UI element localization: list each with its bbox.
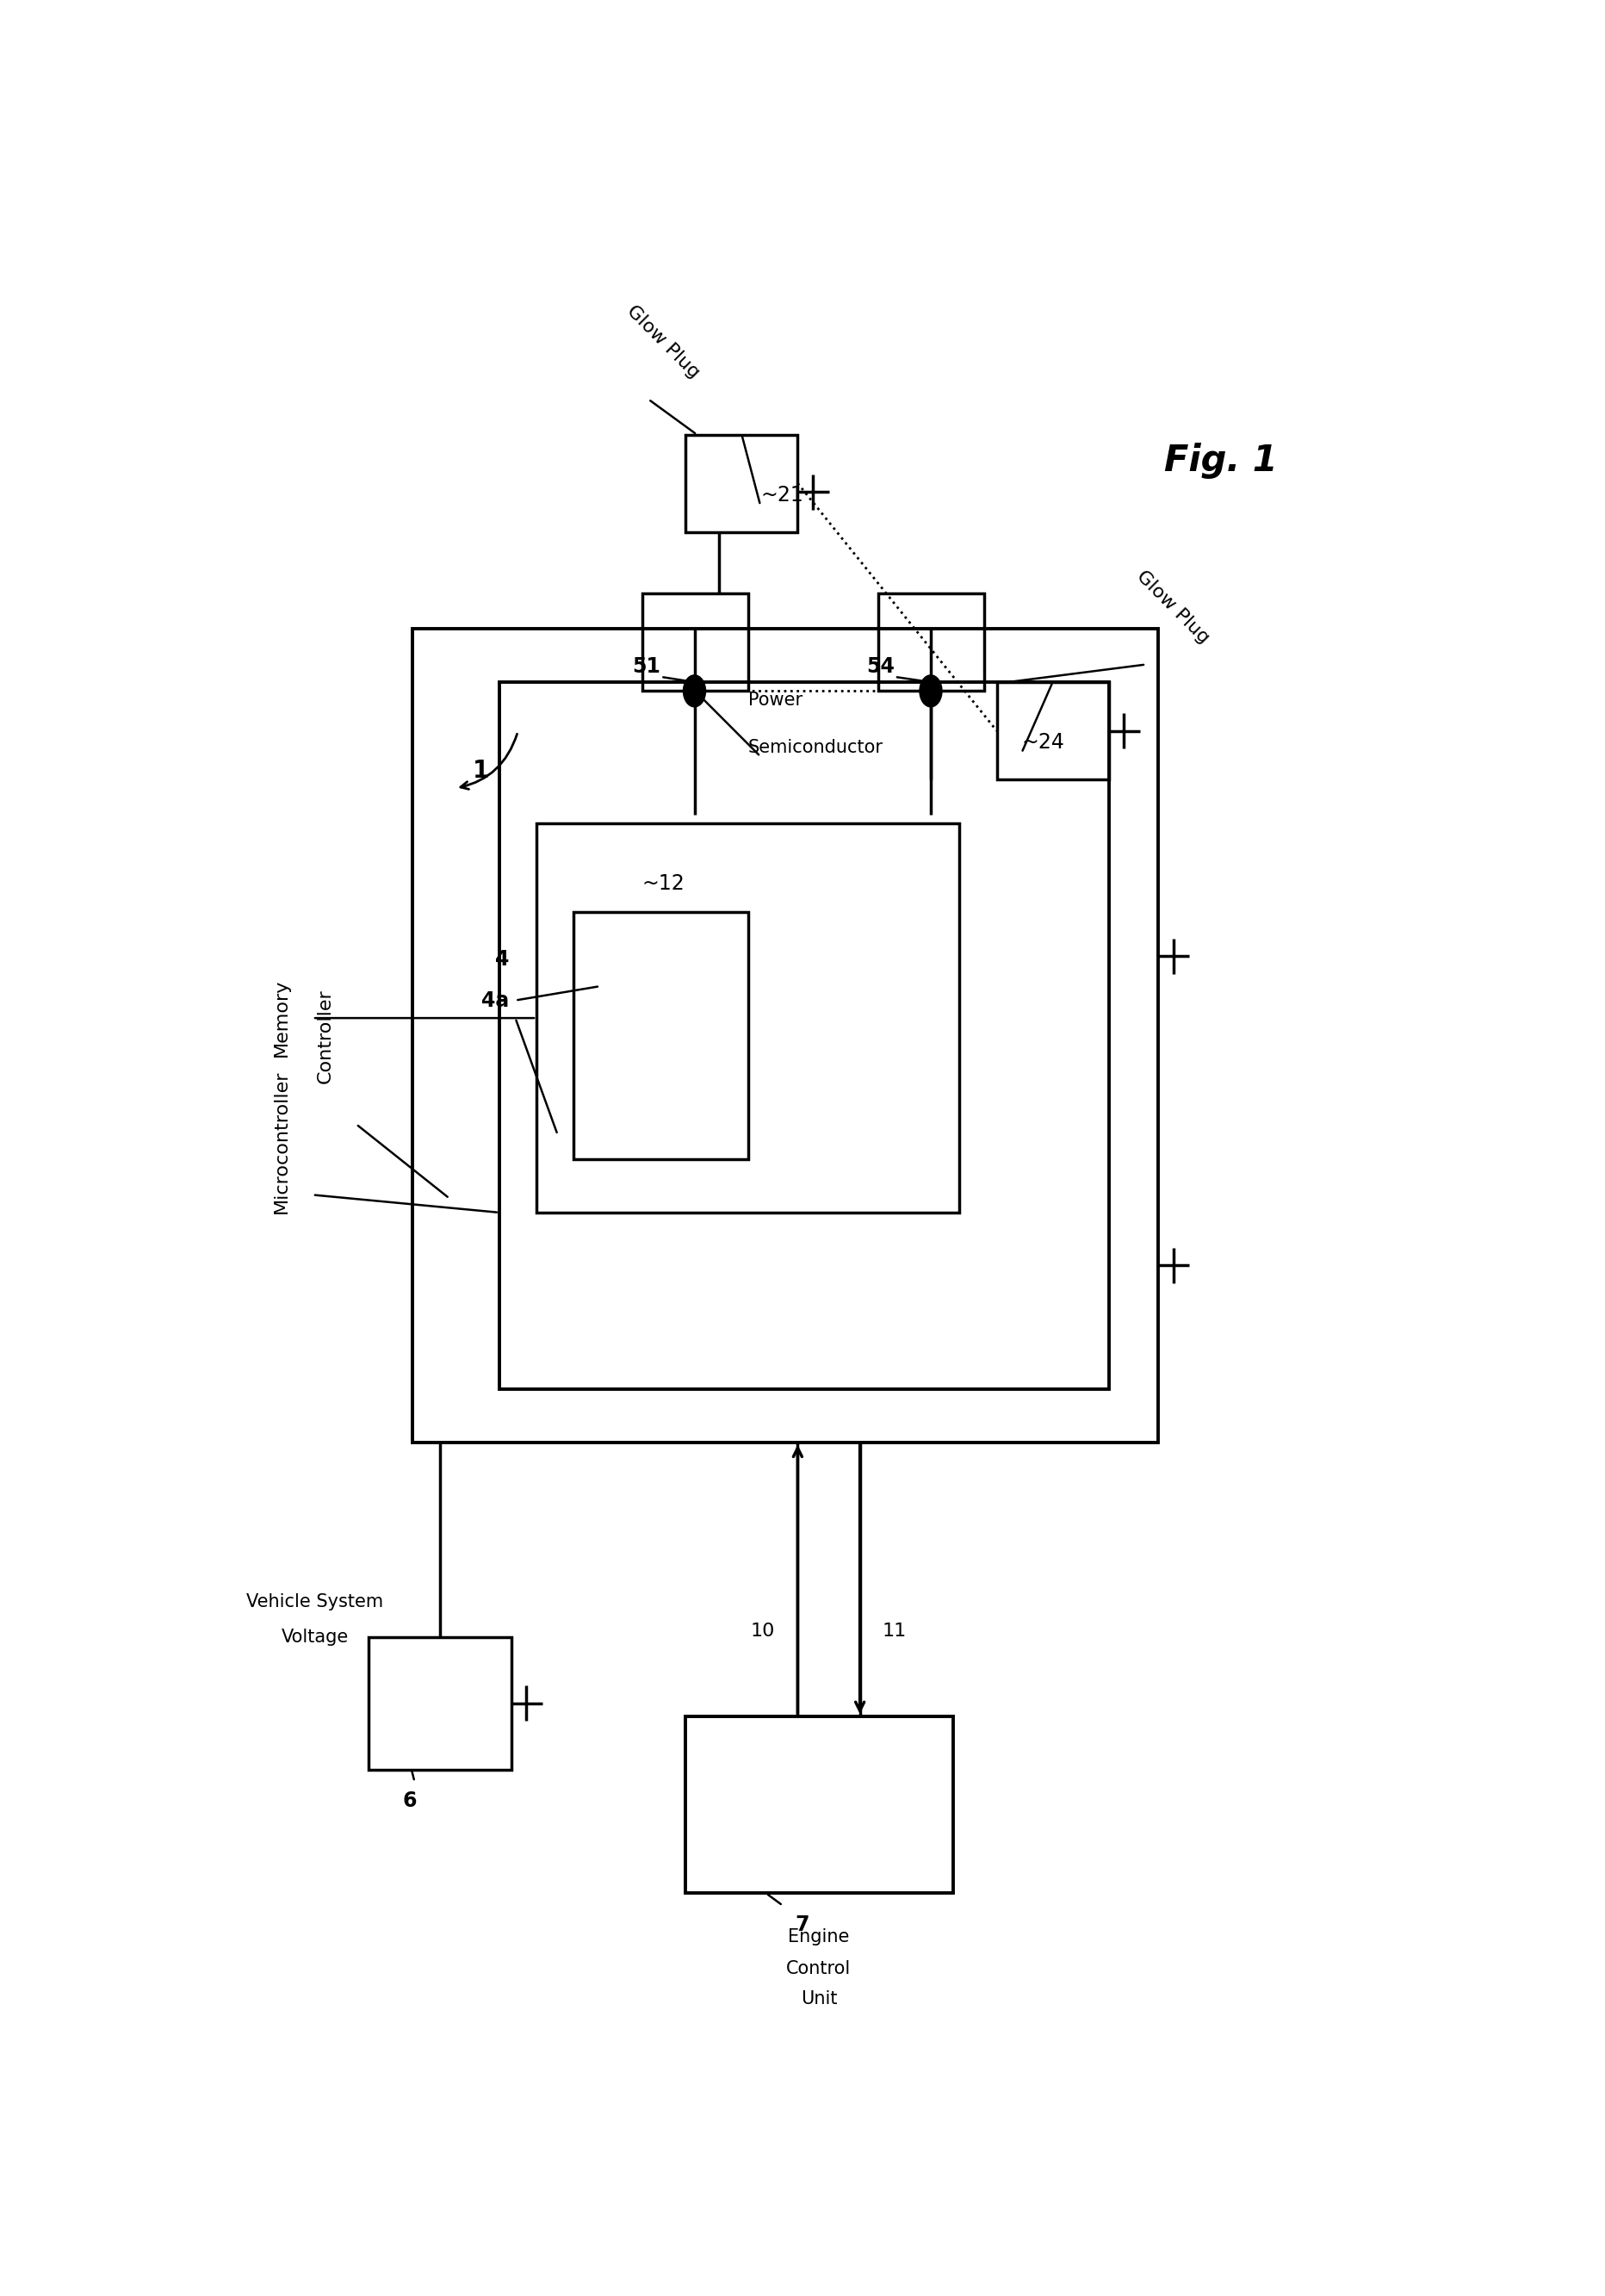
Text: 1: 1 bbox=[472, 758, 490, 783]
Text: Glow Plug: Glow Plug bbox=[624, 303, 703, 381]
Bar bbox=[878, 595, 984, 691]
Text: 54: 54 bbox=[867, 657, 894, 677]
Text: Microcontroller: Microcontroller bbox=[273, 1070, 291, 1215]
Text: 4: 4 bbox=[494, 948, 509, 969]
Text: 11: 11 bbox=[883, 1623, 907, 1639]
Circle shape bbox=[684, 675, 706, 707]
Text: 7: 7 bbox=[794, 1915, 809, 1936]
Bar bbox=[369, 1637, 512, 1770]
Text: ~21: ~21 bbox=[761, 484, 802, 505]
Text: Fig. 1: Fig. 1 bbox=[1164, 443, 1278, 480]
Text: Memory: Memory bbox=[273, 978, 291, 1056]
Text: 6: 6 bbox=[403, 1791, 416, 1812]
Text: Semiconductor: Semiconductor bbox=[748, 739, 883, 755]
Bar bbox=[685, 1717, 953, 1894]
Text: 4a: 4a bbox=[481, 990, 509, 1010]
Text: ~24: ~24 bbox=[1022, 732, 1064, 753]
Bar bbox=[685, 434, 798, 533]
Text: Voltage: Voltage bbox=[281, 1628, 348, 1646]
Bar bbox=[499, 682, 1109, 1389]
Bar bbox=[536, 824, 960, 1212]
Bar bbox=[412, 629, 1159, 1442]
Text: 10: 10 bbox=[751, 1623, 775, 1639]
Bar bbox=[997, 682, 1109, 778]
Text: Control: Control bbox=[786, 1961, 851, 1977]
Text: 51: 51 bbox=[632, 657, 661, 677]
Text: Unit: Unit bbox=[801, 1991, 838, 2007]
Text: ~12: ~12 bbox=[642, 872, 685, 895]
Text: Controller: Controller bbox=[316, 990, 334, 1084]
Text: Engine: Engine bbox=[788, 1929, 849, 1945]
Circle shape bbox=[920, 675, 942, 707]
Text: Glow Plug: Glow Plug bbox=[1133, 567, 1213, 647]
Bar bbox=[575, 912, 748, 1159]
Bar bbox=[642, 595, 748, 691]
Text: Power: Power bbox=[748, 691, 802, 709]
Text: Vehicle System: Vehicle System bbox=[247, 1593, 384, 1609]
